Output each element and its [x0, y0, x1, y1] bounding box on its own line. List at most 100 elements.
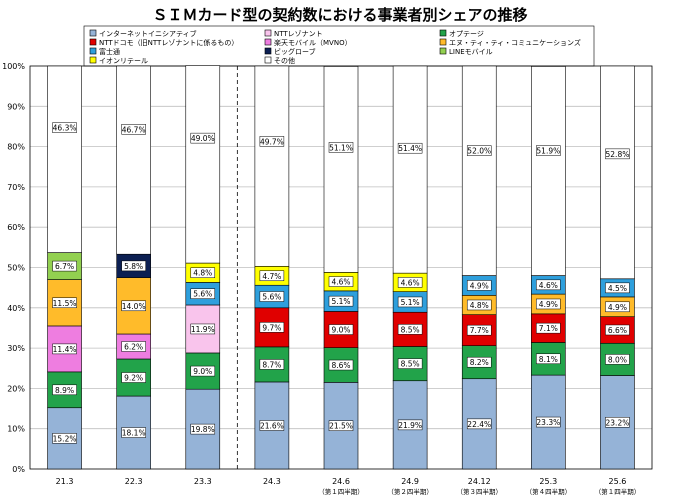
data-label: 46.3%: [53, 124, 77, 133]
y-tick-label: 30%: [7, 344, 25, 353]
data-label-box: [52, 343, 77, 355]
data-label: 8.7%: [262, 360, 281, 369]
y-tick-label: 60%: [7, 223, 25, 232]
data-label: 5.6%: [262, 293, 281, 302]
x-tick-label: 24.3: [263, 477, 281, 486]
x-tick-label: 24.12: [468, 477, 491, 486]
data-label-box: [605, 354, 630, 365]
data-label-box: [52, 260, 77, 272]
x-tick-label: 22.3: [125, 477, 143, 486]
data-label: 6.2%: [124, 342, 143, 351]
data-label-box: [190, 288, 216, 299]
data-label: 11.4%: [53, 345, 77, 354]
data-label-box: [328, 359, 354, 371]
legend-swatch: [264, 29, 272, 37]
data-label: 9.0%: [193, 367, 212, 376]
legend-swatch: [264, 38, 272, 46]
legend-label: オプテージ: [449, 30, 484, 38]
bar-segment: [461, 65, 497, 276]
legend-swatch: [89, 56, 97, 64]
legend-swatch: [89, 38, 97, 46]
data-label-box: [52, 122, 77, 133]
y-tick-label: 70%: [7, 183, 25, 192]
bar-segment: [116, 65, 151, 255]
data-label-box: [328, 142, 354, 153]
x-tick-sublabel: （第１四半期）: [595, 487, 641, 496]
data-label: 7.7%: [470, 326, 489, 335]
legend-label: NTTレゾナント: [274, 30, 323, 38]
y-tick-label: 90%: [7, 102, 25, 111]
legend-label: エヌ・ティ・ティ・コミュニケーションズ: [449, 38, 581, 47]
data-label-box: [466, 299, 492, 311]
data-label: 11.5%: [53, 299, 77, 308]
data-label: 6.6%: [608, 326, 627, 335]
data-label: 5.6%: [193, 290, 212, 299]
data-label-box: [121, 372, 146, 383]
data-label: 52.8%: [606, 150, 630, 159]
data-label-box: [121, 300, 146, 312]
x-tick-label: 24.6: [332, 477, 350, 486]
data-label-box: [605, 301, 630, 313]
data-label-box: [52, 433, 77, 444]
data-label: 4.6%: [331, 278, 350, 287]
data-label-box: [190, 267, 216, 278]
data-label-box: [466, 145, 492, 156]
bar-segment: [531, 66, 566, 276]
data-label: 8.0%: [608, 355, 627, 364]
y-tick-label: 80%: [7, 143, 25, 152]
data-label-box: [397, 296, 423, 308]
data-label-box: [121, 427, 146, 438]
data-label: 21.9%: [398, 421, 422, 430]
y-tick-label: 20%: [7, 384, 25, 393]
data-label-box: [605, 148, 630, 160]
data-label: 4.5%: [608, 284, 627, 293]
data-label-box: [259, 420, 285, 431]
legend-swatch: [439, 47, 447, 55]
data-label-box: [121, 124, 146, 135]
x-tick-sublabel: （第４四半期）: [526, 487, 572, 496]
y-tick-label: 40%: [7, 304, 25, 313]
data-label: 23.2%: [606, 418, 630, 427]
x-tick-label: 25.6: [609, 477, 627, 486]
data-label-box: [397, 324, 423, 335]
data-label: 9.0%: [331, 326, 350, 335]
bar-segment: [392, 65, 428, 274]
data-label: 49.7%: [260, 137, 284, 146]
plot-area: 0% 10% 20% 30% 40% 50% 60% 70% 80% 90% 100% 15.2% 8.…: [2, 62, 653, 496]
data-label: 7.1%: [539, 324, 558, 333]
data-label-box: [52, 384, 77, 396]
data-label: 22.4%: [467, 420, 491, 429]
data-label-box: [190, 132, 216, 144]
y-tick-label: 0%: [12, 465, 25, 474]
data-label-box: [259, 136, 285, 147]
data-label: 5.1%: [401, 298, 420, 307]
x-tick-label: 21.3: [56, 477, 74, 486]
data-label-box: [190, 423, 216, 435]
data-label-box: [536, 353, 561, 365]
data-label-box: [121, 341, 146, 352]
data-label-box: [605, 282, 630, 294]
data-label: 4.6%: [539, 281, 558, 290]
data-label-box: [259, 291, 285, 302]
data-label-box: [466, 324, 492, 336]
data-label: 4.6%: [401, 278, 420, 287]
data-label-box: [536, 322, 561, 334]
data-label: 5.1%: [331, 297, 350, 306]
data-label-box: [259, 359, 285, 370]
bar-segment: [323, 66, 359, 273]
y-tick-label: 10%: [7, 425, 25, 434]
legend: インターネットイニシアティブ NTTレゾナント オプテージ NTTドコモ（旧NTTレゾ…: [83, 25, 595, 67]
legend-swatch: [264, 47, 272, 55]
data-label: 4.9%: [608, 303, 627, 312]
legend-box: [83, 25, 595, 67]
x-tick-label: 23.3: [194, 477, 212, 486]
legend-label: LINEモバイル: [449, 48, 493, 56]
data-label-box: [259, 322, 285, 333]
data-label: 21.5%: [329, 422, 353, 431]
data-label-box: [259, 270, 285, 282]
data-label: 9.2%: [124, 374, 143, 383]
data-label-box: [328, 276, 354, 287]
data-label-box: [536, 416, 561, 428]
data-label: 11.9%: [191, 325, 215, 334]
